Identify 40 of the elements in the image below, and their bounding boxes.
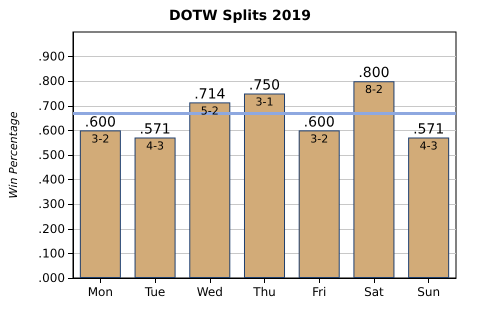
- x-tick-label: Sat: [364, 285, 384, 299]
- y-tick-label: .100: [38, 246, 65, 260]
- y-tick-label: .500: [38, 148, 65, 162]
- y-tick-label: .300: [38, 197, 65, 212]
- annotation: 3-2: [310, 132, 328, 146]
- y-tick-label: .000: [38, 271, 65, 285]
- annotation: 3-1: [256, 96, 274, 108]
- x-tick-label: Mon: [88, 285, 114, 299]
- x-tick-label: Wed: [196, 285, 223, 299]
- data-label: .571: [139, 122, 171, 138]
- chart-title: DOTW Splits 2019: [169, 8, 311, 24]
- data-label: .600: [84, 114, 116, 130]
- x-tick-label: Thu: [252, 285, 276, 299]
- y-tick-label: .400: [38, 172, 65, 187]
- annotation: 4-3: [146, 140, 164, 153]
- annotation: 4-3: [420, 140, 438, 153]
- bar: [298, 130, 340, 278]
- y-tick-label: .200: [38, 222, 65, 236]
- y-tick-label: .600: [38, 123, 65, 138]
- data-label: .714: [194, 86, 226, 102]
- bar: [408, 138, 450, 278]
- data-label: .800: [358, 65, 390, 82]
- y-tick-label: .900: [38, 50, 65, 64]
- bar: [80, 130, 121, 278]
- bar: [189, 102, 230, 278]
- bar: [353, 81, 394, 278]
- annotation: 3-2: [91, 132, 110, 146]
- data-label: .750: [248, 78, 280, 94]
- y-tick-label: .800: [38, 74, 65, 88]
- data-label: .600: [304, 114, 335, 130]
- y-tick-label: .700: [38, 98, 65, 113]
- x-tick-label: Fri: [312, 285, 326, 299]
- data-label: .571: [413, 122, 444, 138]
- y-axis-title: Win Percentage: [7, 111, 20, 198]
- bar: [244, 94, 286, 278]
- x-tick-label: Tue: [144, 285, 166, 299]
- annotation: 5-2: [200, 104, 219, 118]
- annotation: 8-2: [364, 83, 383, 96]
- x-tick-label: Sun: [417, 285, 440, 299]
- bar: [134, 138, 176, 278]
